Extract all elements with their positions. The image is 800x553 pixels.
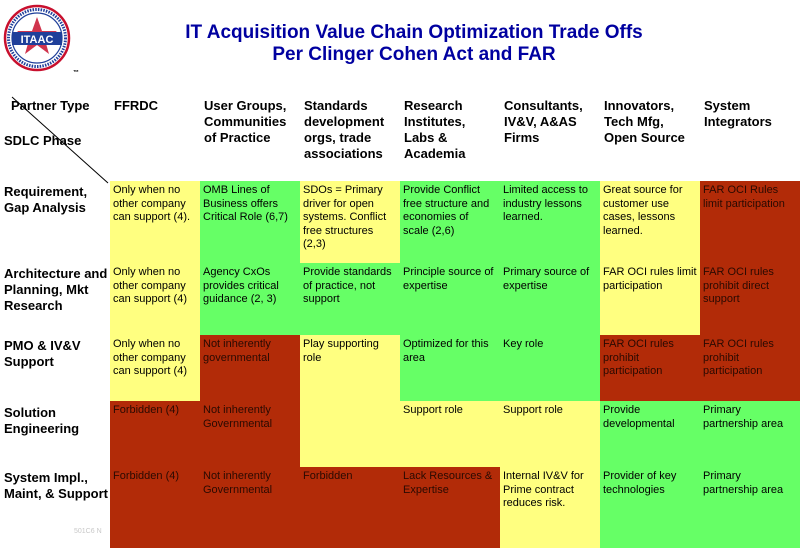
matrix-cell: FAR OCI rules limit participation: [600, 263, 700, 335]
matrix-cell: Not inherently Governmental: [200, 467, 300, 548]
matrix-cell: [300, 401, 400, 467]
column-header: Research Institutes, Labs & Academia: [404, 98, 466, 161]
matrix-cell: Lack Resources & Expertise: [400, 467, 500, 548]
matrix-cell: Provide developmental: [600, 401, 700, 467]
column-header: System Integrators: [704, 98, 772, 129]
title-line-1: IT Acquisition Value Chain Optimization …: [185, 22, 643, 43]
row-header: Solution Engineering: [4, 405, 80, 436]
matrix-cell: Provider of key technologies: [600, 467, 700, 548]
matrix-cell: Forbidden (4): [110, 467, 200, 548]
matrix-cell: FAR OCI rules prohibit participation: [600, 335, 700, 401]
matrix-cell: Limited access to industry lessons learn…: [500, 181, 600, 263]
matrix-cell: Primary source of expertise: [500, 263, 600, 335]
matrix-cell: Agency CxOs provides critical guidance (…: [200, 263, 300, 335]
matrix-cell: Primary partnership area: [700, 467, 800, 548]
row-header: Requirement, Gap Analysis: [4, 184, 88, 215]
matrix-cell: Support role: [500, 401, 600, 467]
matrix-cell: Only when no other company can support (…: [110, 335, 200, 401]
matrix-cell: FAR OCI rules prohibit participation: [700, 335, 800, 401]
matrix-cell: Not inherently governmental: [200, 335, 300, 401]
corner-divider-line: [11, 96, 109, 184]
logo-text: ITAAC: [21, 34, 54, 46]
row-header: System Impl., Maint, & Support: [4, 470, 108, 501]
matrix-cell: Not inherently Governmental: [200, 401, 300, 467]
matrix-cell: Provide standards of practice, not suppo…: [300, 263, 400, 335]
trademark-symbol: ™: [73, 70, 79, 76]
column-header: User Groups, Communities of Practice: [204, 98, 287, 145]
matrix-cell: Optimized for this area: [400, 335, 500, 401]
column-header: Consultants, IV&V, A&AS Firms: [504, 98, 583, 145]
row-header: Architecture and Planning, Mkt Research: [4, 266, 108, 313]
itaac-logo: ITAAC: [3, 4, 71, 72]
title-line-2: Per Clinger Cohen Act and FAR: [272, 44, 556, 65]
column-header: Innovators, Tech Mfg, Open Source: [604, 98, 685, 145]
matrix-cell: OMB Lines of Business offers Critical Ro…: [200, 181, 300, 263]
matrix-cell: SDOs = Primary driver for open systems. …: [300, 181, 400, 263]
sdlc-phase-header: SDLC Phase: [4, 133, 82, 148]
matrix-cell: Provide Conflict free structure and econ…: [400, 181, 500, 263]
matrix-cell: Only when no other company can support (…: [110, 181, 200, 263]
matrix-cell: Great source for customer use cases, les…: [600, 181, 700, 263]
matrix-cell: Internal IV&V for Prime contract reduces…: [500, 467, 600, 548]
matrix-cell: FAR OCI rules prohibit direct support: [700, 263, 800, 335]
page-title: IT Acquisition Value Chain Optimization …: [100, 22, 728, 66]
matrix-cell: FAR OCI Rules limit participation: [700, 181, 800, 263]
row-header: PMO & IV&V Support: [4, 338, 81, 369]
matrix-cell: Support role: [400, 401, 500, 467]
partner-type-header: Partner Type: [11, 98, 90, 113]
matrix-cell: Forbidden (4): [110, 401, 200, 467]
matrix-cell: Principle source of expertise: [400, 263, 500, 335]
footer-text: 501C6 N: [74, 528, 102, 535]
matrix-cell: Primary partnership area: [700, 401, 800, 467]
matrix-cell: Only when no other company can support (…: [110, 263, 200, 335]
column-header: Standards development orgs, trade associ…: [304, 98, 385, 161]
matrix-cell: Key role: [500, 335, 600, 401]
matrix-cell: Forbidden: [300, 467, 400, 548]
matrix-cell: Play supporting role: [300, 335, 400, 401]
column-header: FFRDC: [114, 98, 159, 113]
